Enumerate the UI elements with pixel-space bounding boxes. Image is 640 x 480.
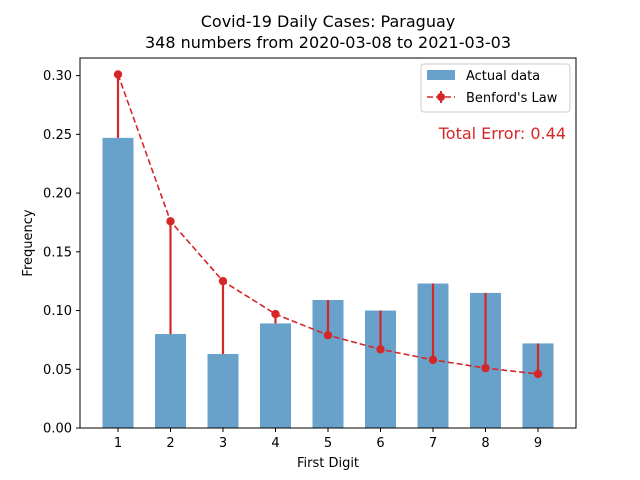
legend-label-benford: Benford's Law [466, 91, 558, 106]
x-axis: 1 2 3 4 5 6 7 8 9 [114, 428, 542, 451]
legend: Actual data Benford's Law [420, 63, 571, 113]
y-tick-label: 0.20 [43, 187, 72, 202]
x-tick-label: 4 [271, 436, 279, 451]
x-tick-label: 9 [534, 436, 542, 451]
x-tick-label: 5 [324, 436, 332, 451]
x-tick-label: 8 [481, 436, 489, 451]
legend-box [420, 63, 571, 113]
benford-point-digit-1 [113, 70, 123, 79]
benford-point-digit-6 [376, 345, 385, 354]
benford-point-digit-4 [271, 309, 280, 319]
benford-point-digit-9 [533, 369, 543, 379]
x-tick-label: 1 [114, 436, 122, 451]
bar-digit-3 [207, 354, 239, 428]
bar-series [102, 137, 554, 428]
bar-digit-4 [260, 323, 291, 428]
bar-digit-2 [155, 334, 186, 428]
legend-label-actual: Actual data [466, 69, 540, 84]
total-error-annotation: Total Error: 0.44 [438, 124, 566, 143]
y-tick-label: 0.05 [43, 363, 72, 378]
x-tick-label: 3 [219, 436, 227, 451]
y-tick-label: 0.10 [43, 304, 72, 319]
benford-point-digit-5 [323, 331, 333, 340]
legend-swatch-actual [427, 70, 455, 80]
benford-point-digit-7 [428, 355, 438, 365]
y-axis-label: Frequency [21, 209, 36, 276]
y-tick-label: 0.30 [43, 69, 72, 84]
legend-marker-benford [437, 93, 445, 101]
error-bar-series [116, 74, 540, 374]
benford-point-digit-2 [166, 217, 175, 226]
y-axis: 0.00 0.05 0.10 0.15 0.20 0.25 0.30 [43, 69, 80, 437]
benford-point-digit-3 [218, 276, 228, 286]
y-tick-label: 0.00 [43, 422, 72, 437]
benford-point-digit-8 [481, 363, 490, 373]
benford-points [113, 70, 543, 379]
bar-digit-1 [102, 137, 134, 428]
y-tick-label: 0.25 [43, 128, 72, 143]
y-tick-label: 0.15 [43, 245, 72, 260]
chart-title: Covid-19 Daily Cases: Paraguay [201, 12, 455, 31]
x-tick-label: 2 [166, 436, 174, 451]
x-tick-label: 6 [376, 436, 384, 451]
chart-subtitle: 348 numbers from 2020-03-08 to 2021-03-0… [145, 33, 511, 52]
x-axis-label: First Digit [297, 456, 359, 471]
x-tick-label: 7 [429, 436, 437, 451]
